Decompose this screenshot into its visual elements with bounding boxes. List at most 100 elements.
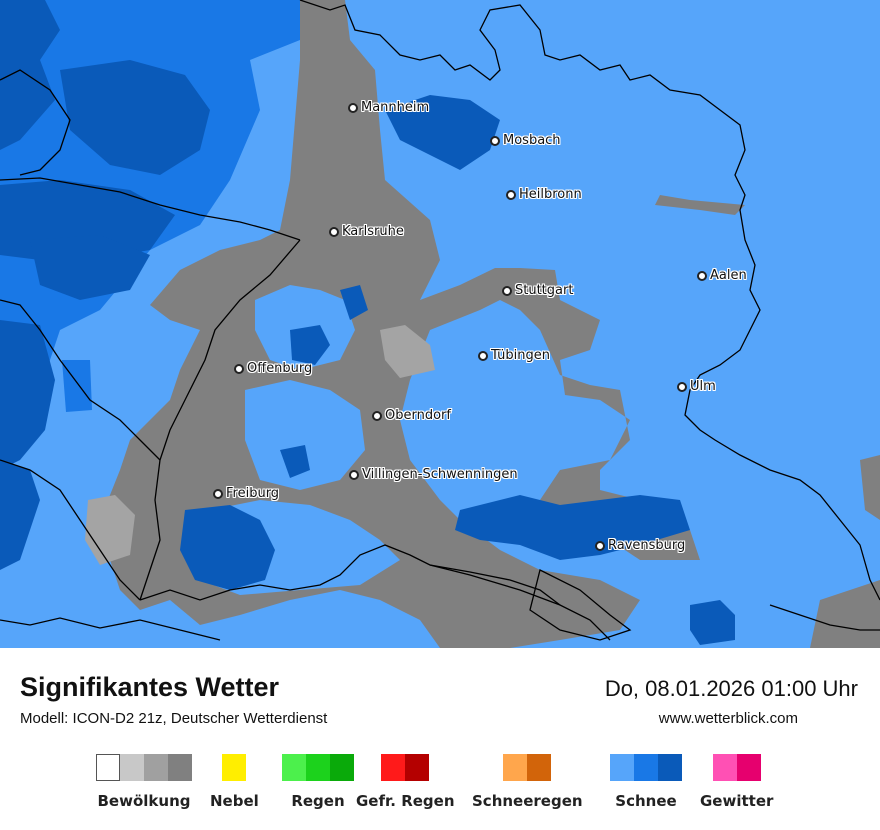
snow-dark-area-w1 [60, 60, 210, 175]
snow-dark-area-w5 [0, 460, 40, 570]
city-ravensburg: Ravensburg [595, 538, 685, 553]
cloud-light-area-1 [380, 325, 435, 378]
snow-light-hole-2 [245, 380, 365, 490]
city-dot [234, 363, 244, 374]
border-south [0, 617, 221, 641]
legend-swatch [282, 754, 306, 781]
snow-dark-area-w3 [30, 235, 150, 300]
legend-label: Regen [291, 792, 345, 810]
city-mannheim: Mannheim [348, 100, 429, 115]
city-villingen-schwenningen: Villingen-Schwenningen [349, 467, 518, 482]
snow-dark-area-s1 [690, 600, 735, 645]
legend-swatches [96, 754, 192, 781]
legend-swatches [222, 754, 247, 781]
legend-item-schneeregen: Schneeregen [472, 754, 583, 810]
country-border-north [0, 177, 301, 241]
city-mosbach: Mosbach [490, 133, 561, 148]
snow-dark-area-ne [385, 95, 500, 170]
legend-swatch [306, 754, 330, 781]
city-freiburg: Freiburg [213, 486, 279, 501]
city-ulm: Ulm [677, 379, 716, 394]
city-dot [478, 350, 488, 361]
city-label: Offenburg [247, 361, 313, 376]
legend-item-bewoelkung: Bewölkung [96, 754, 192, 810]
weather-map: Mannheim Mosbach Heilbronn Karlsruhe Aal… [0, 0, 880, 648]
legend-swatch [222, 754, 247, 781]
city-dot [595, 540, 605, 551]
legend-swatch [736, 754, 761, 781]
legend-swatches [381, 754, 430, 781]
legend-swatches [712, 754, 761, 781]
boundary-lines [0, 0, 880, 641]
city-oberndorf: Oberndorf [372, 408, 451, 423]
city-dot [697, 270, 707, 281]
legend-swatches [282, 754, 354, 781]
cloud-area-east-2 [860, 455, 880, 520]
city-offenburg: Offenburg [234, 361, 312, 376]
legend: Bewölkung Nebel Regen Gefr. Regen Schnee… [0, 754, 880, 824]
legend-item-schnee: Schnee [610, 754, 682, 810]
city-dot [502, 285, 512, 296]
legend-swatch [634, 754, 658, 781]
legend-label: Gewitter [700, 792, 774, 810]
snow-dark-area-se [455, 495, 690, 560]
legend-swatch [381, 754, 406, 781]
city-label: Stuttgart [515, 283, 574, 298]
city-label: Ulm [690, 379, 716, 394]
cloud-area-southeast [810, 580, 880, 648]
city-label: Mosbach [503, 133, 561, 148]
map-footer: Signifikantes Wetter Modell: ICON-D2 21z… [0, 648, 880, 830]
snow-dark-area-sw [180, 505, 275, 590]
city-label: Heilbronn [519, 187, 582, 202]
legend-label: Bewölkung [97, 792, 191, 810]
rhine-border [139, 239, 301, 601]
legend-swatch [144, 754, 168, 781]
cloud-light-area-2 [85, 495, 135, 565]
city-stuttgart: Stuttgart [502, 283, 573, 298]
page-title: Signifikantes Wetter [20, 672, 280, 702]
legend-swatch [405, 754, 430, 781]
city-label: Freiburg [226, 486, 280, 501]
legend-label: Gefr. Regen [356, 792, 455, 810]
legend-swatch [610, 754, 634, 781]
city-heilbronn: Heilbronn [506, 187, 582, 202]
legend-swatch [120, 754, 144, 781]
legend-swatch [527, 754, 552, 781]
cloud-area-east-1 [655, 195, 745, 215]
legend-item-gewitter: Gewitter [700, 754, 773, 810]
weather-map-canvas [0, 0, 880, 648]
snow-dark-area-c3 [340, 285, 368, 320]
city-dot [349, 469, 359, 480]
border-west-2 [0, 459, 141, 601]
legend-item-regen: Regen [282, 754, 354, 810]
city-label: Aalen [710, 268, 747, 283]
city-dot [329, 226, 339, 237]
city-dot [372, 410, 382, 421]
city-dot [506, 189, 516, 200]
snow-dark-area-c1 [290, 325, 330, 365]
border-southeast [769, 604, 880, 631]
city-label: Tübingen [491, 348, 550, 363]
snow-dark-area-c2 [280, 445, 310, 478]
state-border [299, 0, 880, 601]
legend-item-nebel: Nebel [210, 754, 259, 810]
legend-swatch [168, 754, 192, 781]
city-karlsruhe: Karlsruhe [329, 224, 404, 239]
legend-swatch [712, 754, 737, 781]
river-1 [429, 564, 561, 606]
legend-swatches [610, 754, 682, 781]
website-link[interactable]: www.wetterblick.com [658, 710, 798, 727]
legend-label: Schnee [615, 792, 677, 810]
legend-item-gefr-regen: Gefr. Regen [356, 754, 455, 810]
border-northwest [0, 69, 71, 176]
city-dot [677, 381, 687, 392]
city-label: Karlsruhe [342, 224, 404, 239]
city-aalen: Aalen [697, 268, 747, 283]
legend-swatch [658, 754, 682, 781]
legend-swatch [96, 754, 120, 781]
model-info: Modell: ICON-D2 21z, Deutscher Wetterdie… [20, 710, 328, 727]
city-dot [490, 135, 500, 146]
legend-label: Schneeregen [472, 792, 583, 810]
city-tuebingen: Tübingen [478, 348, 550, 363]
cloud-area-main [100, 0, 700, 648]
